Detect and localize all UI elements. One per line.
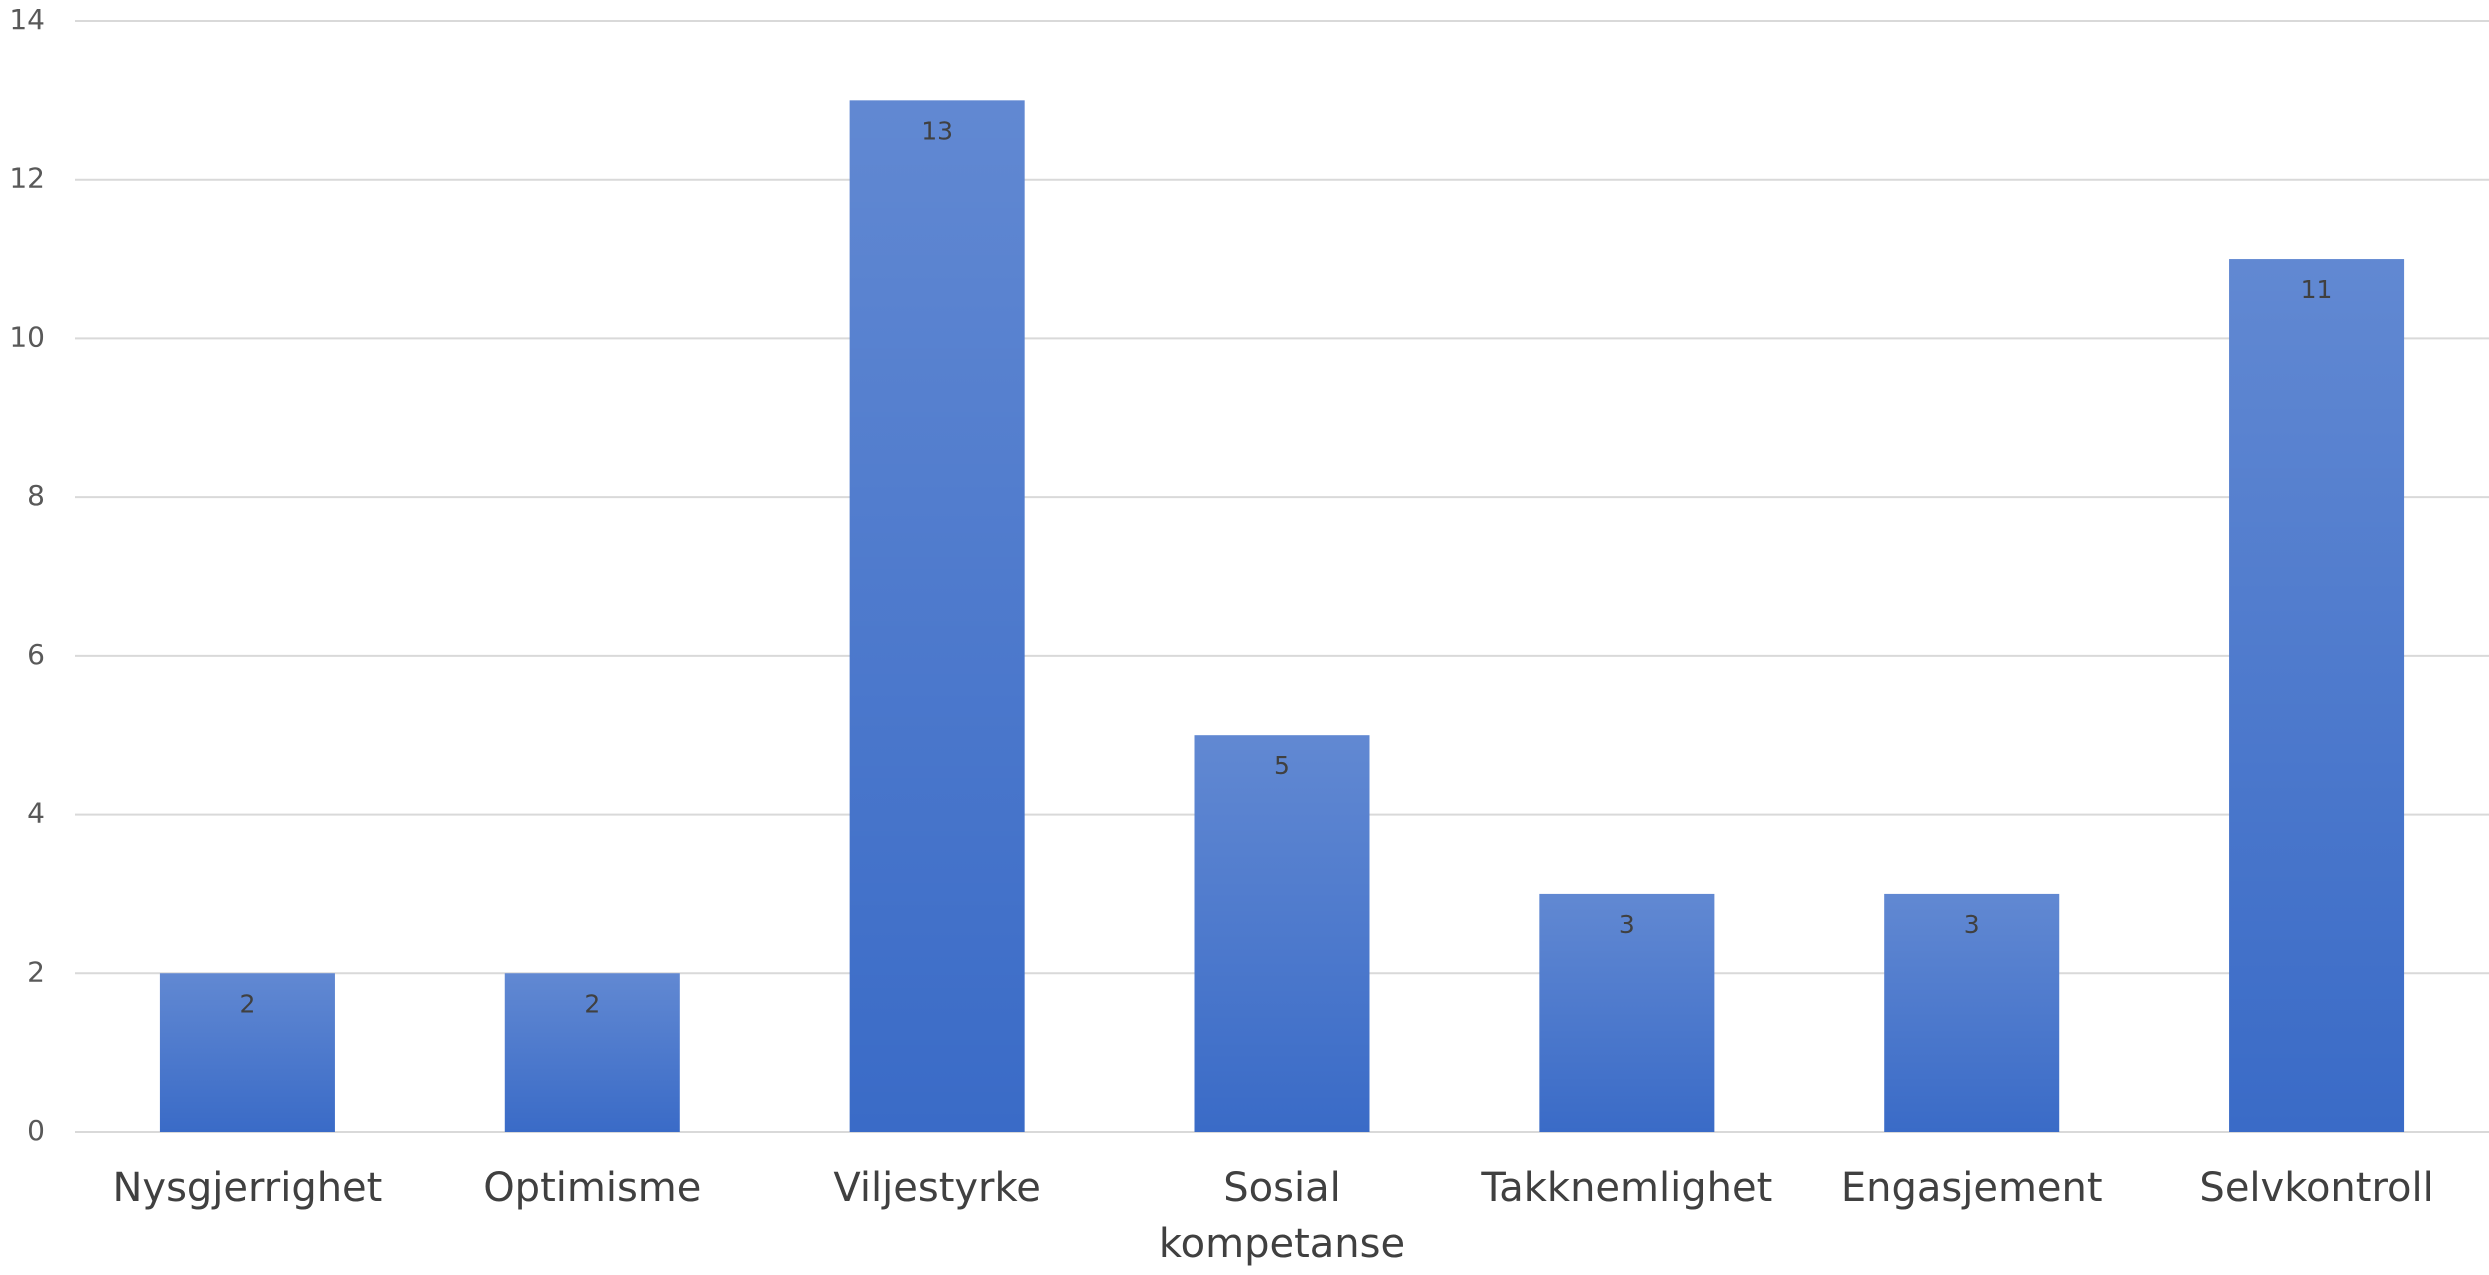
- x-tick-label: Engasjement: [1841, 1165, 2103, 1211]
- x-tick-label: Selvkontroll: [2199, 1165, 2433, 1211]
- x-tick-label: Takknemlighet: [1480, 1165, 1772, 1211]
- y-tick-label: 0: [27, 1114, 45, 1147]
- bar-sheen: [159, 973, 335, 1132]
- data-label: 3: [1964, 910, 1980, 939]
- y-tick-label: 4: [27, 797, 45, 830]
- bar-sheen: [1539, 893, 1715, 1132]
- data-label: 2: [239, 989, 255, 1018]
- y-tick-label: 14: [9, 3, 45, 36]
- bar-sheen: [849, 100, 1025, 1132]
- bar-sheen: [1194, 735, 1370, 1132]
- data-label: 13: [921, 116, 953, 145]
- y-tick-label: 12: [9, 162, 45, 195]
- y-tick-label: 10: [9, 320, 45, 353]
- bar-sheen: [2229, 259, 2405, 1133]
- data-label: 2: [584, 989, 600, 1018]
- x-tick-label: Viljestyrke: [833, 1165, 1040, 1211]
- data-label: 3: [1619, 910, 1635, 939]
- y-tick-label: 2: [27, 955, 45, 988]
- x-tick-label: Optimisme: [483, 1165, 701, 1211]
- x-tick-label: Sosial kompetanse: [1159, 1165, 1405, 1267]
- bar-sheen: [1884, 893, 2060, 1132]
- data-label: 11: [2301, 275, 2333, 304]
- bar-sheen: [504, 973, 680, 1132]
- x-tick-label: Nysgjerrighet: [112, 1165, 382, 1211]
- y-tick-label: 8: [27, 479, 45, 512]
- data-label: 5: [1274, 751, 1290, 780]
- y-tick-label: 6: [27, 638, 45, 671]
